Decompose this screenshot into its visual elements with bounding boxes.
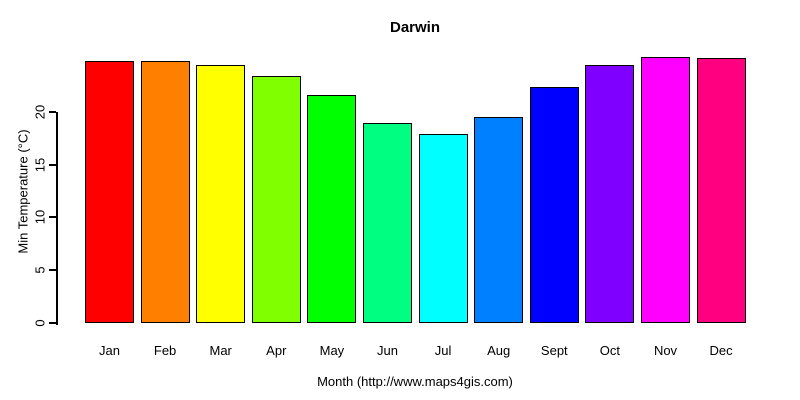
bar-aug (474, 116, 524, 323)
y-tick-label: 15 (32, 157, 48, 172)
chart-title: Darwin (389, 19, 440, 36)
bar-mar (196, 65, 246, 323)
y-tick-label: 20 (32, 104, 48, 119)
x-tick-label-mar: Mar (209, 343, 232, 358)
y-tick-label: 0 (32, 319, 48, 327)
x-tick-label-feb: Feb (153, 343, 177, 358)
y-axis-line (56, 111, 58, 325)
x-axis-title: Month (http://www.maps4gis.com) (317, 374, 513, 389)
bar-jan (85, 60, 134, 323)
y-tick-label: 10 (32, 210, 48, 225)
x-tick-label-sept: Sept (540, 343, 568, 358)
y-axis-tick (49, 163, 56, 166)
x-tick-label-jan: Jan (99, 343, 120, 358)
x-tick-label-oct: Oct (599, 343, 620, 358)
x-tick-label-may: May (319, 343, 345, 358)
bar-may (307, 94, 357, 323)
bar-apr (251, 75, 301, 323)
bar-oct (585, 65, 635, 323)
y-axis-tick (49, 110, 56, 113)
x-tick-label-dec: Dec (709, 343, 733, 358)
x-tick-label-apr: Apr (266, 343, 287, 358)
y-axis-tick (49, 269, 56, 272)
bar-feb (140, 60, 190, 323)
x-tick-label-nov: Nov (653, 343, 678, 358)
bar-dec (696, 57, 746, 323)
x-tick-label-jul: Jul (434, 343, 452, 358)
y-axis-tick (49, 216, 56, 219)
y-axis-tick (49, 322, 56, 324)
x-tick-label-jun: Jun (377, 343, 398, 358)
bar-jul (418, 133, 468, 323)
bar-sept (529, 87, 579, 323)
y-tick-label: 5 (32, 266, 48, 274)
bar-nov (641, 56, 690, 323)
x-tick-label-aug: Aug (487, 343, 511, 358)
bar-jun (363, 123, 412, 323)
